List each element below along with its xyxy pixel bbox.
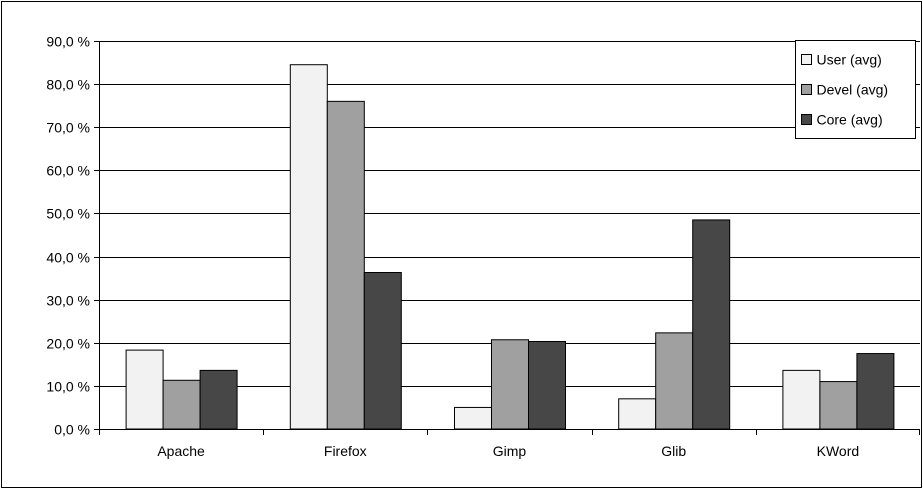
y-tick-label: 60,0 % <box>46 163 90 179</box>
x-tick-label: Glib <box>661 443 686 459</box>
bar <box>289 64 328 430</box>
bar <box>162 379 201 430</box>
x-axis: Apache Firefox Gimp Glib KWord <box>99 429 920 459</box>
bar <box>655 332 694 430</box>
y-tick-label: 50,0 % <box>46 206 90 222</box>
legend-swatch <box>801 84 812 95</box>
bars <box>125 64 895 430</box>
y-tick-label: 0,0 % <box>54 422 90 438</box>
y-tick-label: 10,0 % <box>46 379 90 395</box>
bar <box>454 406 492 430</box>
bar <box>363 272 402 430</box>
bar <box>819 381 858 430</box>
bar <box>856 353 895 430</box>
legend-label: User (avg) <box>817 52 882 68</box>
bar <box>491 339 529 430</box>
y-tick-label: 30,0 % <box>46 293 90 309</box>
legend-label: Core (avg) <box>817 112 883 128</box>
bar <box>782 369 821 430</box>
y-tick-label: 80,0 % <box>46 77 90 93</box>
bar <box>528 340 566 430</box>
bar <box>692 219 731 430</box>
x-tick-label: KWord <box>817 443 860 459</box>
x-tick-label: Firefox <box>324 443 367 459</box>
legend-swatch <box>801 54 812 65</box>
y-tick-label: 70,0 % <box>46 120 90 136</box>
x-tick-label: Gimp <box>493 443 527 459</box>
y-axis: 0,0 % 10,0 % 20,0 % 30,0 % 40,0 % 50,0 % 60,0 … <box>46 34 100 438</box>
legend: User (avg) Devel (avg) Core (avg) <box>795 40 916 139</box>
x-tick-label: Apache <box>157 443 205 459</box>
y-tick-label: 40,0 % <box>46 250 90 266</box>
bar <box>125 349 164 430</box>
legend-box <box>795 40 916 139</box>
y-tick-label: 20,0 % <box>46 336 90 352</box>
bar <box>199 369 238 430</box>
bar <box>326 100 365 430</box>
y-tick-label: 90,0 % <box>46 34 90 50</box>
bar <box>618 398 657 430</box>
legend-label: Devel (avg) <box>817 82 889 98</box>
legend-swatch <box>801 114 812 125</box>
